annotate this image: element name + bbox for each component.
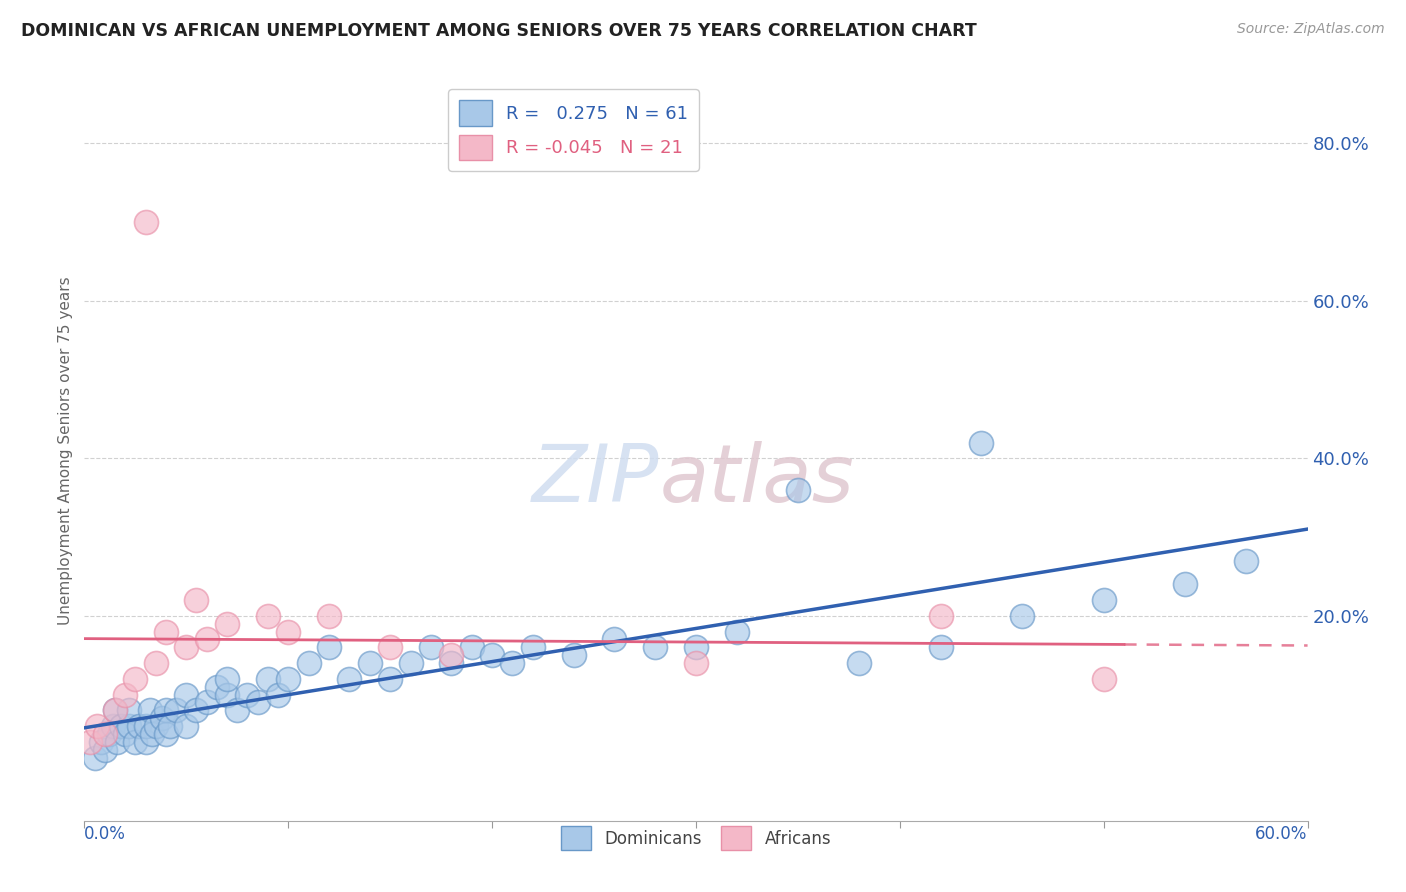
Point <box>236 688 259 702</box>
Point <box>118 719 141 733</box>
Point <box>195 632 218 647</box>
Point <box>644 640 666 655</box>
Y-axis label: Unemployment Among Seniors over 75 years: Unemployment Among Seniors over 75 years <box>58 277 73 624</box>
Point <box>155 727 177 741</box>
Point <box>277 624 299 639</box>
Point <box>929 608 952 623</box>
Point <box>226 703 249 717</box>
Point <box>186 593 208 607</box>
Point <box>150 711 173 725</box>
Point <box>135 215 157 229</box>
Point <box>685 656 707 670</box>
Point <box>1174 577 1197 591</box>
Point <box>787 483 810 497</box>
Point <box>502 656 524 670</box>
Point <box>174 719 197 733</box>
Point <box>205 680 228 694</box>
Point <box>83 750 105 764</box>
Point <box>195 696 218 710</box>
Point <box>929 640 952 655</box>
Point <box>481 648 503 663</box>
Point <box>104 703 127 717</box>
Point <box>562 648 585 663</box>
Point <box>141 727 163 741</box>
Point <box>124 672 146 686</box>
Point <box>174 640 197 655</box>
Point <box>93 727 115 741</box>
Legend: Dominicans, Africans: Dominicans, Africans <box>554 820 838 856</box>
Point <box>318 608 340 623</box>
Point <box>101 719 124 733</box>
Point <box>380 672 402 686</box>
Point <box>124 735 146 749</box>
Point <box>440 648 463 663</box>
Point <box>165 703 187 717</box>
Point <box>685 640 707 655</box>
Point <box>1092 593 1115 607</box>
Point <box>104 703 127 717</box>
Text: DOMINICAN VS AFRICAN UNEMPLOYMENT AMONG SENIORS OVER 75 YEARS CORRELATION CHART: DOMINICAN VS AFRICAN UNEMPLOYMENT AMONG … <box>21 22 977 40</box>
Point <box>257 608 280 623</box>
Point <box>440 656 463 670</box>
Text: Source: ZipAtlas.com: Source: ZipAtlas.com <box>1237 22 1385 37</box>
Point <box>86 719 108 733</box>
Point <box>217 688 239 702</box>
Point <box>155 703 177 717</box>
Point <box>114 688 136 702</box>
Point <box>145 719 167 733</box>
Point <box>1092 672 1115 686</box>
Point <box>298 656 321 670</box>
Point <box>79 735 101 749</box>
Point <box>1011 608 1033 623</box>
Point <box>97 727 120 741</box>
Point <box>461 640 484 655</box>
Point <box>725 624 748 639</box>
Point <box>90 735 112 749</box>
Point <box>1236 554 1258 568</box>
Point <box>848 656 870 670</box>
Point <box>110 719 132 733</box>
Point <box>267 688 290 702</box>
Point <box>174 688 197 702</box>
Point <box>105 735 128 749</box>
Text: ZIP: ZIP <box>531 441 659 519</box>
Text: 60.0%: 60.0% <box>1256 824 1308 843</box>
Point <box>420 640 443 655</box>
Point <box>159 719 181 733</box>
Point <box>186 703 208 717</box>
Point <box>277 672 299 686</box>
Point <box>155 624 177 639</box>
Point <box>246 696 269 710</box>
Point <box>380 640 402 655</box>
Point <box>135 735 157 749</box>
Point <box>135 719 157 733</box>
Text: 0.0%: 0.0% <box>84 824 127 843</box>
Point <box>399 656 422 670</box>
Point <box>118 703 141 717</box>
Point <box>970 435 993 450</box>
Point <box>339 672 361 686</box>
Text: atlas: atlas <box>659 441 853 519</box>
Point <box>93 743 115 757</box>
Point <box>217 672 239 686</box>
Point <box>128 719 150 733</box>
Point <box>359 656 381 670</box>
Point <box>522 640 544 655</box>
Point <box>114 727 136 741</box>
Point <box>318 640 340 655</box>
Point <box>603 632 626 647</box>
Point <box>138 703 160 717</box>
Point <box>217 616 239 631</box>
Point <box>257 672 280 686</box>
Point <box>145 656 167 670</box>
